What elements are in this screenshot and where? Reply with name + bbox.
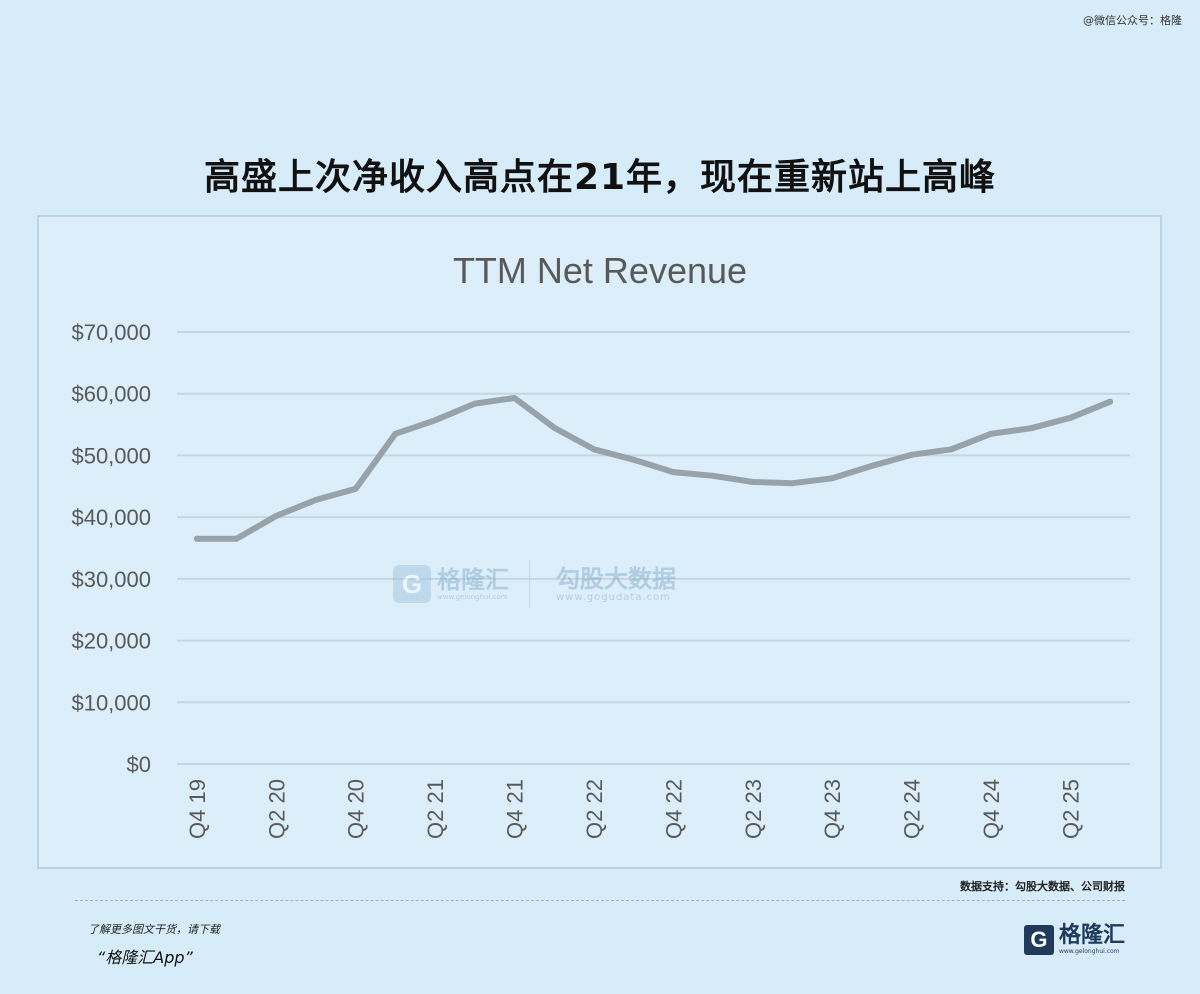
x-tick-label: Q4 22 [661,779,686,839]
data-point [710,472,717,479]
brand-name: 格隆汇 [1058,923,1125,948]
chart-panel: TTM Net Revenue $0 $10,000 $20,000 $30,000 $… [37,215,1162,869]
data-point [312,496,319,503]
data-point [630,456,637,463]
data-point [392,430,399,437]
x-tick-label: Q4 21 [503,779,528,839]
footer-divider [75,900,1125,901]
y-tick-label: $20,000 [71,629,151,654]
x-tick-label: Q2 20 [264,779,289,839]
wechat-watermark: @微信公众号：格隆 [1083,14,1182,27]
data-point [1027,425,1034,432]
data-point [749,478,756,485]
data-point [471,400,478,407]
data-point [233,535,240,542]
x-tick-label: Q4 20 [344,779,369,839]
gelonghui-logo-icon: G [393,565,431,603]
line-chart: TTM Net Revenue $0 $10,000 $20,000 $30,000 $… [71,250,1130,839]
watermark-brand-url: www.gelonghui.com [437,593,508,601]
x-tick-label: Q2 24 [900,779,925,839]
x-tick-label: Q2 22 [582,779,607,839]
chart-watermark: G 格隆汇 www.gelonghui.com 勾股大数据 www.goguda… [393,560,676,608]
x-tick-label: Q4 19 [185,779,210,839]
data-point [193,535,200,542]
data-point [352,485,359,492]
data-point [273,512,280,519]
data-point [1067,414,1074,421]
y-tick-label: $40,000 [71,505,151,530]
y-tick-label: $30,000 [71,567,151,592]
data-point [908,451,915,458]
x-tick-label: Q4 24 [979,779,1004,839]
promo-app-name: “格隆汇App” [97,948,193,967]
brand-url: www.gelonghui.com [1058,948,1120,955]
y-tick-label: $50,000 [71,443,151,468]
x-tick-label: Q4 23 [820,779,845,839]
series-line [193,395,1114,542]
y-tick-label: $70,000 [71,320,151,345]
x-tick-label: Q2 25 [1058,779,1083,839]
data-point [432,417,439,424]
y-tick-label: $10,000 [71,690,151,715]
promo-text: 了解更多图文干货，请下载 [88,923,220,936]
data-point [551,424,558,431]
chart-title: TTM Net Revenue [453,250,747,291]
headline: 高盛上次净收入高点在21年，现在重新站上高峰 [203,157,997,198]
data-point [590,446,597,453]
watermark-divider [529,560,530,608]
data-point [1107,398,1114,405]
data-point [829,475,836,482]
data-point [868,462,875,469]
data-point [948,446,955,453]
brand-logo: G 格隆汇 www.gelonghui.com [1023,923,1125,955]
data-source: 数据支持：勾股大数据、公司财报 [960,880,1125,893]
x-tick-label: Q2 23 [741,779,766,839]
y-tick-label: $0 [127,752,151,777]
watermark-data-name: 勾股大数据 [556,564,676,593]
data-point [988,430,995,437]
data-point [789,480,796,487]
watermark-data-url: www.gogudata.com [556,591,672,603]
gelonghui-g-icon: G [1023,924,1054,955]
x-tick-label: Q2 21 [423,779,448,839]
watermark-brand-name: 格隆汇 [437,566,509,594]
y-tick-label: $60,000 [71,382,151,407]
data-point [511,395,518,402]
data-point [670,469,677,476]
